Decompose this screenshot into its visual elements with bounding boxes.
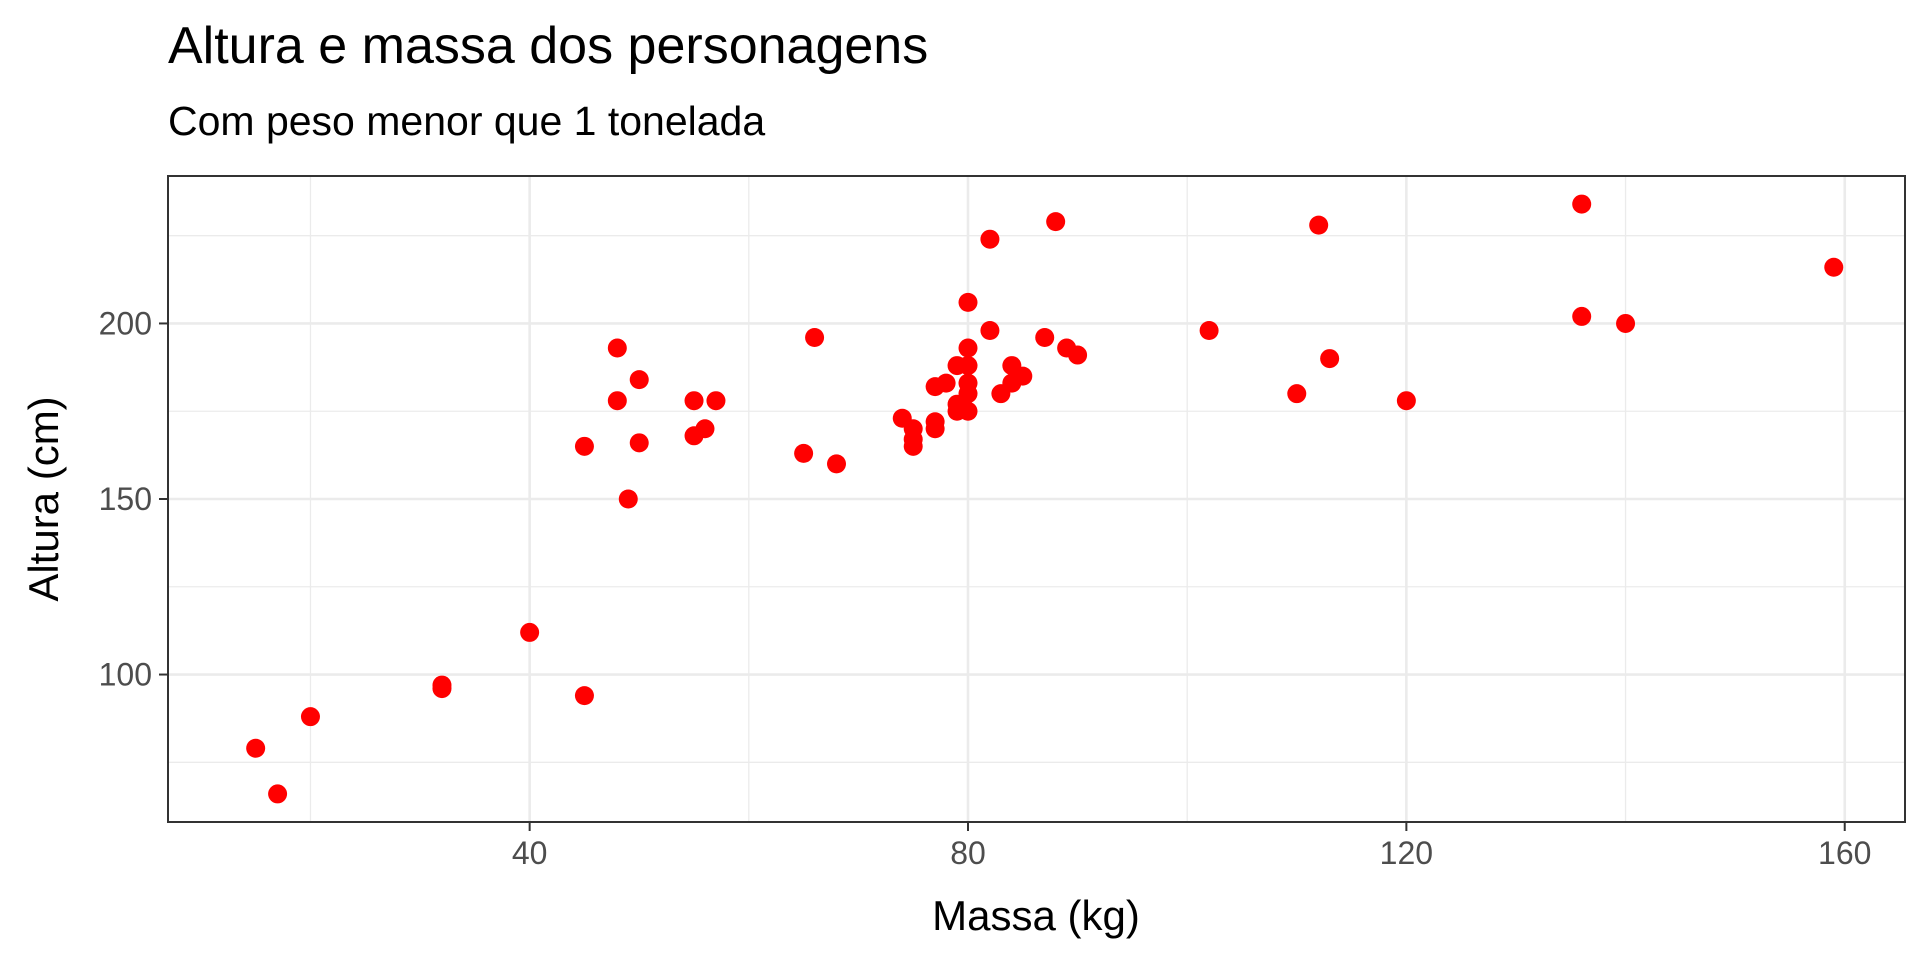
data-point bbox=[1287, 384, 1307, 404]
x-tick-label: 120 bbox=[1380, 835, 1433, 871]
data-point bbox=[607, 338, 627, 358]
data-point bbox=[958, 401, 978, 421]
data-point bbox=[574, 686, 594, 706]
data-point bbox=[925, 419, 945, 439]
data-point bbox=[300, 707, 320, 727]
data-point bbox=[980, 320, 1000, 340]
data-point bbox=[826, 454, 846, 474]
data-point bbox=[1013, 366, 1033, 386]
x-tick-label: 40 bbox=[512, 835, 548, 871]
data-point bbox=[903, 436, 923, 456]
x-axis-title: Massa (kg) bbox=[932, 892, 1140, 939]
data-point bbox=[1396, 391, 1416, 411]
data-point bbox=[1572, 306, 1592, 326]
data-point bbox=[1616, 313, 1636, 333]
data-point bbox=[246, 738, 266, 758]
data-point bbox=[574, 436, 594, 456]
y-tick-label: 100 bbox=[99, 657, 152, 693]
y-axis: 100 150 200 bbox=[99, 305, 168, 693]
data-point bbox=[805, 328, 825, 347]
data-point bbox=[684, 391, 704, 411]
data-point bbox=[1309, 215, 1329, 235]
data-point bbox=[980, 229, 1000, 249]
data-point bbox=[958, 292, 978, 312]
major-gridlines bbox=[168, 176, 1905, 822]
data-point bbox=[629, 370, 649, 390]
chart-title: Altura e massa dos personagens bbox=[168, 17, 929, 75]
x-tick-label: 80 bbox=[950, 835, 986, 871]
data-point bbox=[629, 433, 649, 453]
data-point bbox=[607, 391, 627, 411]
data-point bbox=[936, 373, 956, 393]
data-point bbox=[706, 391, 726, 411]
y-tick-label: 150 bbox=[99, 481, 152, 517]
data-points bbox=[246, 194, 1844, 804]
data-point bbox=[695, 419, 715, 439]
data-point bbox=[432, 679, 452, 699]
data-point bbox=[1320, 349, 1340, 369]
y-tick-label: 200 bbox=[99, 305, 152, 341]
data-point bbox=[268, 784, 288, 804]
data-point bbox=[520, 622, 540, 642]
data-point bbox=[618, 489, 638, 509]
data-point bbox=[1035, 328, 1055, 347]
data-point bbox=[1199, 320, 1219, 340]
data-point bbox=[958, 384, 978, 404]
data-point bbox=[1068, 345, 1088, 365]
data-point bbox=[1046, 212, 1066, 232]
chart-subtitle: Com peso menor que 1 tonelada bbox=[168, 98, 766, 144]
data-point bbox=[958, 338, 978, 358]
data-point bbox=[794, 443, 814, 463]
x-tick-label: 160 bbox=[1818, 835, 1871, 871]
x-axis: 40 80 120 160 bbox=[512, 822, 1871, 871]
data-point bbox=[1824, 257, 1844, 277]
data-point bbox=[958, 356, 978, 376]
y-axis-title: Altura (cm) bbox=[20, 396, 67, 601]
data-point bbox=[1572, 194, 1592, 214]
